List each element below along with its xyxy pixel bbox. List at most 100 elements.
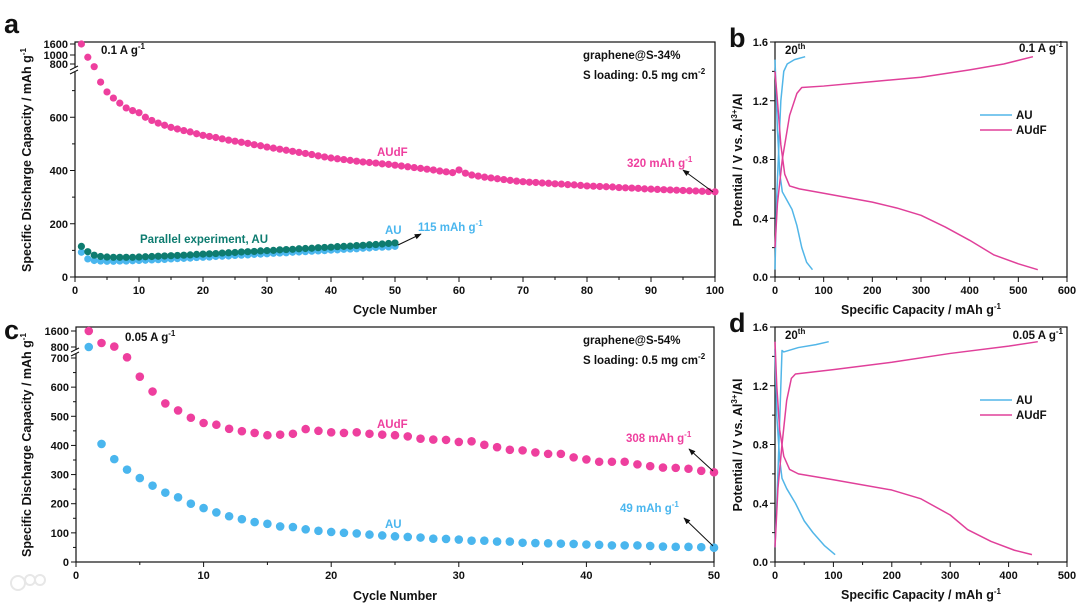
data-point-audf bbox=[109, 94, 117, 102]
data-point-audf bbox=[340, 155, 348, 164]
curve-au-discharge bbox=[774, 59, 814, 271]
data-point-parallel-experiment-au bbox=[109, 253, 117, 261]
y-tick-label: 600 bbox=[51, 382, 69, 394]
data-point-parallel-experiment-au bbox=[385, 239, 393, 248]
data-point-parallel-experiment-au bbox=[90, 251, 98, 259]
data-point-audf bbox=[244, 139, 252, 147]
data-point-audf bbox=[295, 148, 303, 156]
x-tick-label: 30 bbox=[453, 570, 465, 582]
data-point-audf bbox=[506, 176, 514, 184]
data-point-au bbox=[263, 519, 272, 529]
data-point-audf bbox=[487, 174, 495, 182]
data-point-parallel-experiment-au bbox=[199, 250, 207, 258]
y-tick-label: 1.6 bbox=[753, 322, 768, 334]
data-point-parallel-experiment-au bbox=[231, 248, 239, 257]
data-point-audf bbox=[684, 464, 693, 474]
data-point-parallel-experiment-au bbox=[167, 252, 175, 260]
data-point-parallel-experiment-au bbox=[308, 244, 316, 252]
data-point-audf bbox=[289, 147, 297, 155]
data-point-parallel-experiment-au bbox=[282, 245, 290, 254]
data-point-audf bbox=[493, 175, 501, 183]
y-tick-label: 700 bbox=[51, 353, 69, 365]
data-point-au bbox=[84, 342, 94, 352]
x-tick-label: 100 bbox=[706, 285, 724, 297]
data-point-audf bbox=[199, 131, 207, 139]
y-tick-label: 1.2 bbox=[753, 96, 768, 108]
data-point-au bbox=[454, 535, 464, 544]
data-point-au bbox=[161, 488, 170, 497]
curve-au-discharge bbox=[774, 349, 836, 556]
data-point-parallel-experiment-au bbox=[141, 253, 149, 261]
data-point-au bbox=[377, 531, 387, 540]
y-axis-title-d: Potential / V vs. Al3+/Al bbox=[730, 378, 745, 511]
x-tick-label: 0 bbox=[73, 570, 79, 582]
x-tick-label: 300 bbox=[912, 285, 930, 297]
data-point-parallel-experiment-au bbox=[135, 253, 143, 261]
data-point-audf bbox=[481, 173, 489, 181]
data-point-audf bbox=[492, 442, 502, 452]
data-point-audf bbox=[577, 181, 585, 190]
data-point-au bbox=[684, 542, 693, 552]
data-point-parallel-experiment-au bbox=[186, 251, 194, 259]
data-point-au bbox=[365, 530, 374, 539]
au-final-label-c: 49 mAh g-1 bbox=[620, 500, 679, 515]
data-point-audf bbox=[660, 186, 668, 194]
data-point-audf bbox=[467, 437, 476, 446]
x-tick-label: 40 bbox=[325, 285, 337, 297]
y-tick-label: 1600 bbox=[45, 326, 69, 338]
data-point-parallel-experiment-au bbox=[218, 249, 226, 257]
data-point-audf bbox=[97, 338, 106, 348]
data-point-audf bbox=[339, 428, 349, 438]
data-point-audf bbox=[551, 180, 559, 188]
plot-frame bbox=[774, 326, 1068, 563]
legend-label-audf: AUdF bbox=[1016, 410, 1047, 422]
legend-b: AU AUdF bbox=[980, 110, 1047, 137]
curve-audf-charge bbox=[774, 340, 1038, 548]
data-point-parallel-experiment-au bbox=[116, 253, 124, 261]
axis-break-mark bbox=[70, 351, 80, 357]
y-tick-label: 400 bbox=[51, 440, 69, 452]
cycle-annotation-d: 20th bbox=[785, 327, 805, 342]
data-point-audf bbox=[583, 182, 591, 190]
data-point-audf bbox=[109, 342, 119, 351]
data-point-audf bbox=[237, 426, 247, 436]
data-point-audf bbox=[468, 171, 476, 179]
data-point-audf bbox=[225, 136, 233, 144]
data-point-audf bbox=[653, 185, 662, 194]
data-point-audf bbox=[569, 453, 578, 462]
arrow-audf-a bbox=[682, 169, 714, 193]
data-point-audf bbox=[186, 413, 196, 423]
x-axis-title-d: Specific Capacity / mAh g-1 bbox=[841, 587, 1001, 602]
data-point-audf bbox=[518, 446, 527, 455]
data-point-parallel-experiment-au bbox=[359, 241, 367, 249]
data-point-au bbox=[403, 532, 413, 542]
data-point-audf bbox=[116, 99, 124, 107]
data-point-audf bbox=[436, 167, 444, 175]
data-point-audf bbox=[377, 430, 387, 439]
data-point-au bbox=[582, 540, 591, 549]
data-point-audf bbox=[199, 418, 208, 428]
x-tick-label: 500 bbox=[1058, 570, 1076, 582]
data-point-audf bbox=[609, 183, 617, 191]
data-point-parallel-experiment-au bbox=[301, 244, 309, 253]
data-point-audf bbox=[231, 137, 239, 145]
data-point-parallel-experiment-au bbox=[205, 250, 213, 258]
x-tick-label: 20 bbox=[325, 570, 337, 582]
data-point-audf bbox=[301, 424, 310, 434]
data-point-parallel-experiment-au bbox=[244, 248, 252, 256]
data-point-audf bbox=[607, 457, 617, 467]
data-point-audf bbox=[352, 428, 362, 437]
axis-break-mark bbox=[69, 65, 79, 71]
data-point-audf bbox=[84, 53, 92, 61]
x-tick-label: 100 bbox=[824, 570, 842, 582]
rate-annotation-b: 0.1 A g-1 bbox=[1019, 40, 1064, 55]
data-point-parallel-experiment-au bbox=[193, 250, 201, 258]
data-point-au bbox=[569, 539, 578, 549]
data-point-audf bbox=[122, 104, 130, 112]
data-point-audf bbox=[218, 135, 226, 143]
x-tick-label: 10 bbox=[133, 285, 145, 297]
data-point-au bbox=[77, 248, 85, 256]
axis-break-gap bbox=[72, 350, 80, 354]
